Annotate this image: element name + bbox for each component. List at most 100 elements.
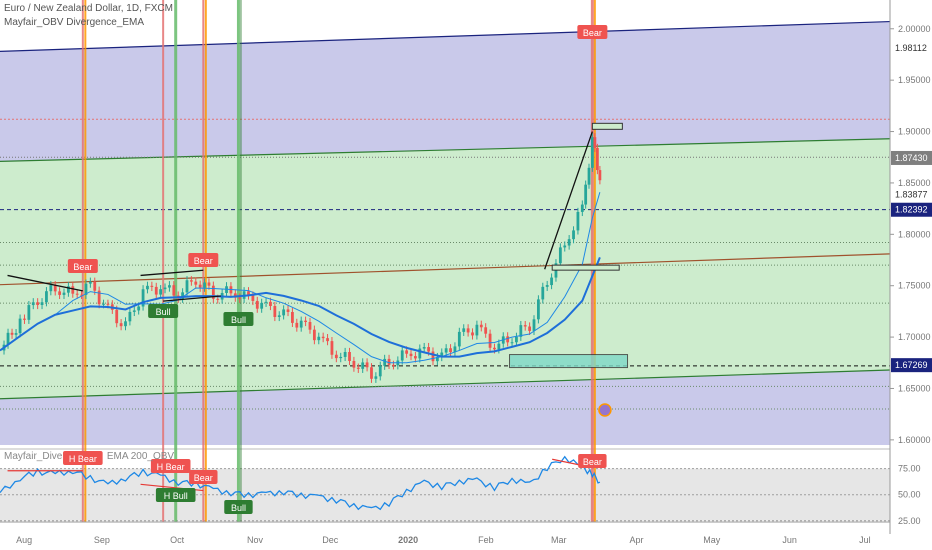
zone-box-mid xyxy=(551,264,620,271)
candle-body xyxy=(282,309,286,316)
signal-badge-bear-4 xyxy=(577,25,608,39)
candle-body xyxy=(45,291,48,303)
signal-badge-bull-3 xyxy=(223,312,254,326)
candle-body xyxy=(405,350,409,354)
midline xyxy=(0,253,891,286)
candle-body xyxy=(515,336,518,343)
price-badge-bg-0 xyxy=(891,41,932,56)
candle-body xyxy=(558,247,562,264)
osc-signal-badge-5 xyxy=(578,454,607,468)
price-badge-1: 1.87430 xyxy=(895,153,928,163)
candle-body xyxy=(53,285,57,292)
candle-body xyxy=(414,356,417,359)
osc-tick-label-2: 25.00 xyxy=(898,516,921,526)
osc-signal-label-2: H Bull xyxy=(164,491,188,501)
price-badge-2: 1.83877 xyxy=(895,189,928,199)
price-tick-label-7: 1.65000 xyxy=(898,383,931,393)
candle-body xyxy=(365,362,369,368)
divergence-line-2 xyxy=(163,295,221,302)
candle-body xyxy=(449,348,452,353)
candle-body xyxy=(584,184,588,205)
osc-signal-label-4: Bull xyxy=(231,503,246,513)
candle-body xyxy=(273,306,277,317)
candle-body xyxy=(471,332,474,336)
price-badge-4: 1.67269 xyxy=(895,360,928,370)
candle-body xyxy=(137,306,141,311)
price-tick-label-8: 1.60000 xyxy=(898,435,931,445)
osc-signal-label-3: Bear xyxy=(194,473,213,483)
candle-body xyxy=(238,297,242,299)
candle-body xyxy=(532,319,536,331)
candle-body xyxy=(132,310,136,312)
candle-body xyxy=(510,342,514,344)
candle-body xyxy=(304,320,307,323)
ma-fast xyxy=(0,192,601,364)
candle-body xyxy=(36,302,40,305)
obv-line xyxy=(0,455,601,511)
oscillator-label-tail: EMA 200_OBV xyxy=(106,451,175,462)
candle-body xyxy=(440,352,444,358)
price-tick-label-4: 1.80000 xyxy=(898,229,931,239)
osc-signal-badge-2 xyxy=(155,488,196,502)
candle-body xyxy=(506,336,510,343)
divergence-line-1 xyxy=(140,269,204,277)
time-label-0: Aug xyxy=(16,535,32,545)
candle-body xyxy=(150,285,154,287)
candle-body xyxy=(97,290,101,305)
candle-body xyxy=(203,282,206,288)
osc-signal-badge-1 xyxy=(150,459,191,473)
outer-channel-top xyxy=(0,20,891,52)
time-label-10: Jun xyxy=(782,535,797,545)
candle-body xyxy=(66,286,70,293)
candle-body xyxy=(260,302,264,309)
candle-body xyxy=(18,318,22,334)
candle-body xyxy=(216,298,220,300)
candle-body xyxy=(207,282,211,286)
time-label-1: Sep xyxy=(94,535,110,545)
osc-tick-label-1: 50.00 xyxy=(898,490,921,500)
osc-tick-label-0: 75.00 xyxy=(898,464,921,474)
candle-body xyxy=(352,360,356,368)
candle-body xyxy=(356,367,360,369)
candle-body xyxy=(334,354,338,359)
candle-body xyxy=(84,283,88,295)
price-tick-label-2: 1.90000 xyxy=(898,127,931,137)
zone-box-top xyxy=(591,122,623,130)
candle-body xyxy=(572,230,575,240)
candle-body xyxy=(14,333,18,335)
candle-body xyxy=(286,309,290,312)
candle-body xyxy=(6,332,10,345)
candle-body xyxy=(479,324,483,328)
candle-body xyxy=(102,303,105,305)
signal-badge-bear-0 xyxy=(67,259,98,273)
price-badge-bg-1 xyxy=(891,150,932,165)
candle-body xyxy=(541,286,545,300)
candle-body xyxy=(595,147,599,171)
candle-body xyxy=(146,285,149,290)
candle-body xyxy=(536,299,540,320)
candle-body xyxy=(387,358,391,365)
candle-body xyxy=(590,137,594,168)
candle-body xyxy=(348,351,351,361)
time-label-3: Nov xyxy=(247,535,264,545)
candle-body xyxy=(321,336,325,339)
candle-body xyxy=(185,280,189,293)
candle-body xyxy=(497,343,501,350)
time-label-8: Apr xyxy=(630,535,644,545)
candle-body xyxy=(317,336,321,341)
candle-body xyxy=(435,357,439,362)
candle-body xyxy=(31,302,35,306)
candle-body xyxy=(378,365,382,377)
candle-body xyxy=(128,311,132,322)
signal-label-bear-0: Bear xyxy=(73,262,92,272)
candle-body xyxy=(211,285,215,299)
candle-body xyxy=(343,351,347,357)
price-badge-0: 1.98112 xyxy=(895,43,927,53)
signal-badge-bear-2 xyxy=(188,253,219,267)
time-label-4: Dec xyxy=(322,535,339,545)
price-tick-label-1: 1.95000 xyxy=(898,75,931,85)
candle-body xyxy=(75,293,79,295)
event-marker-icon xyxy=(598,403,612,417)
candle-body xyxy=(422,347,426,349)
